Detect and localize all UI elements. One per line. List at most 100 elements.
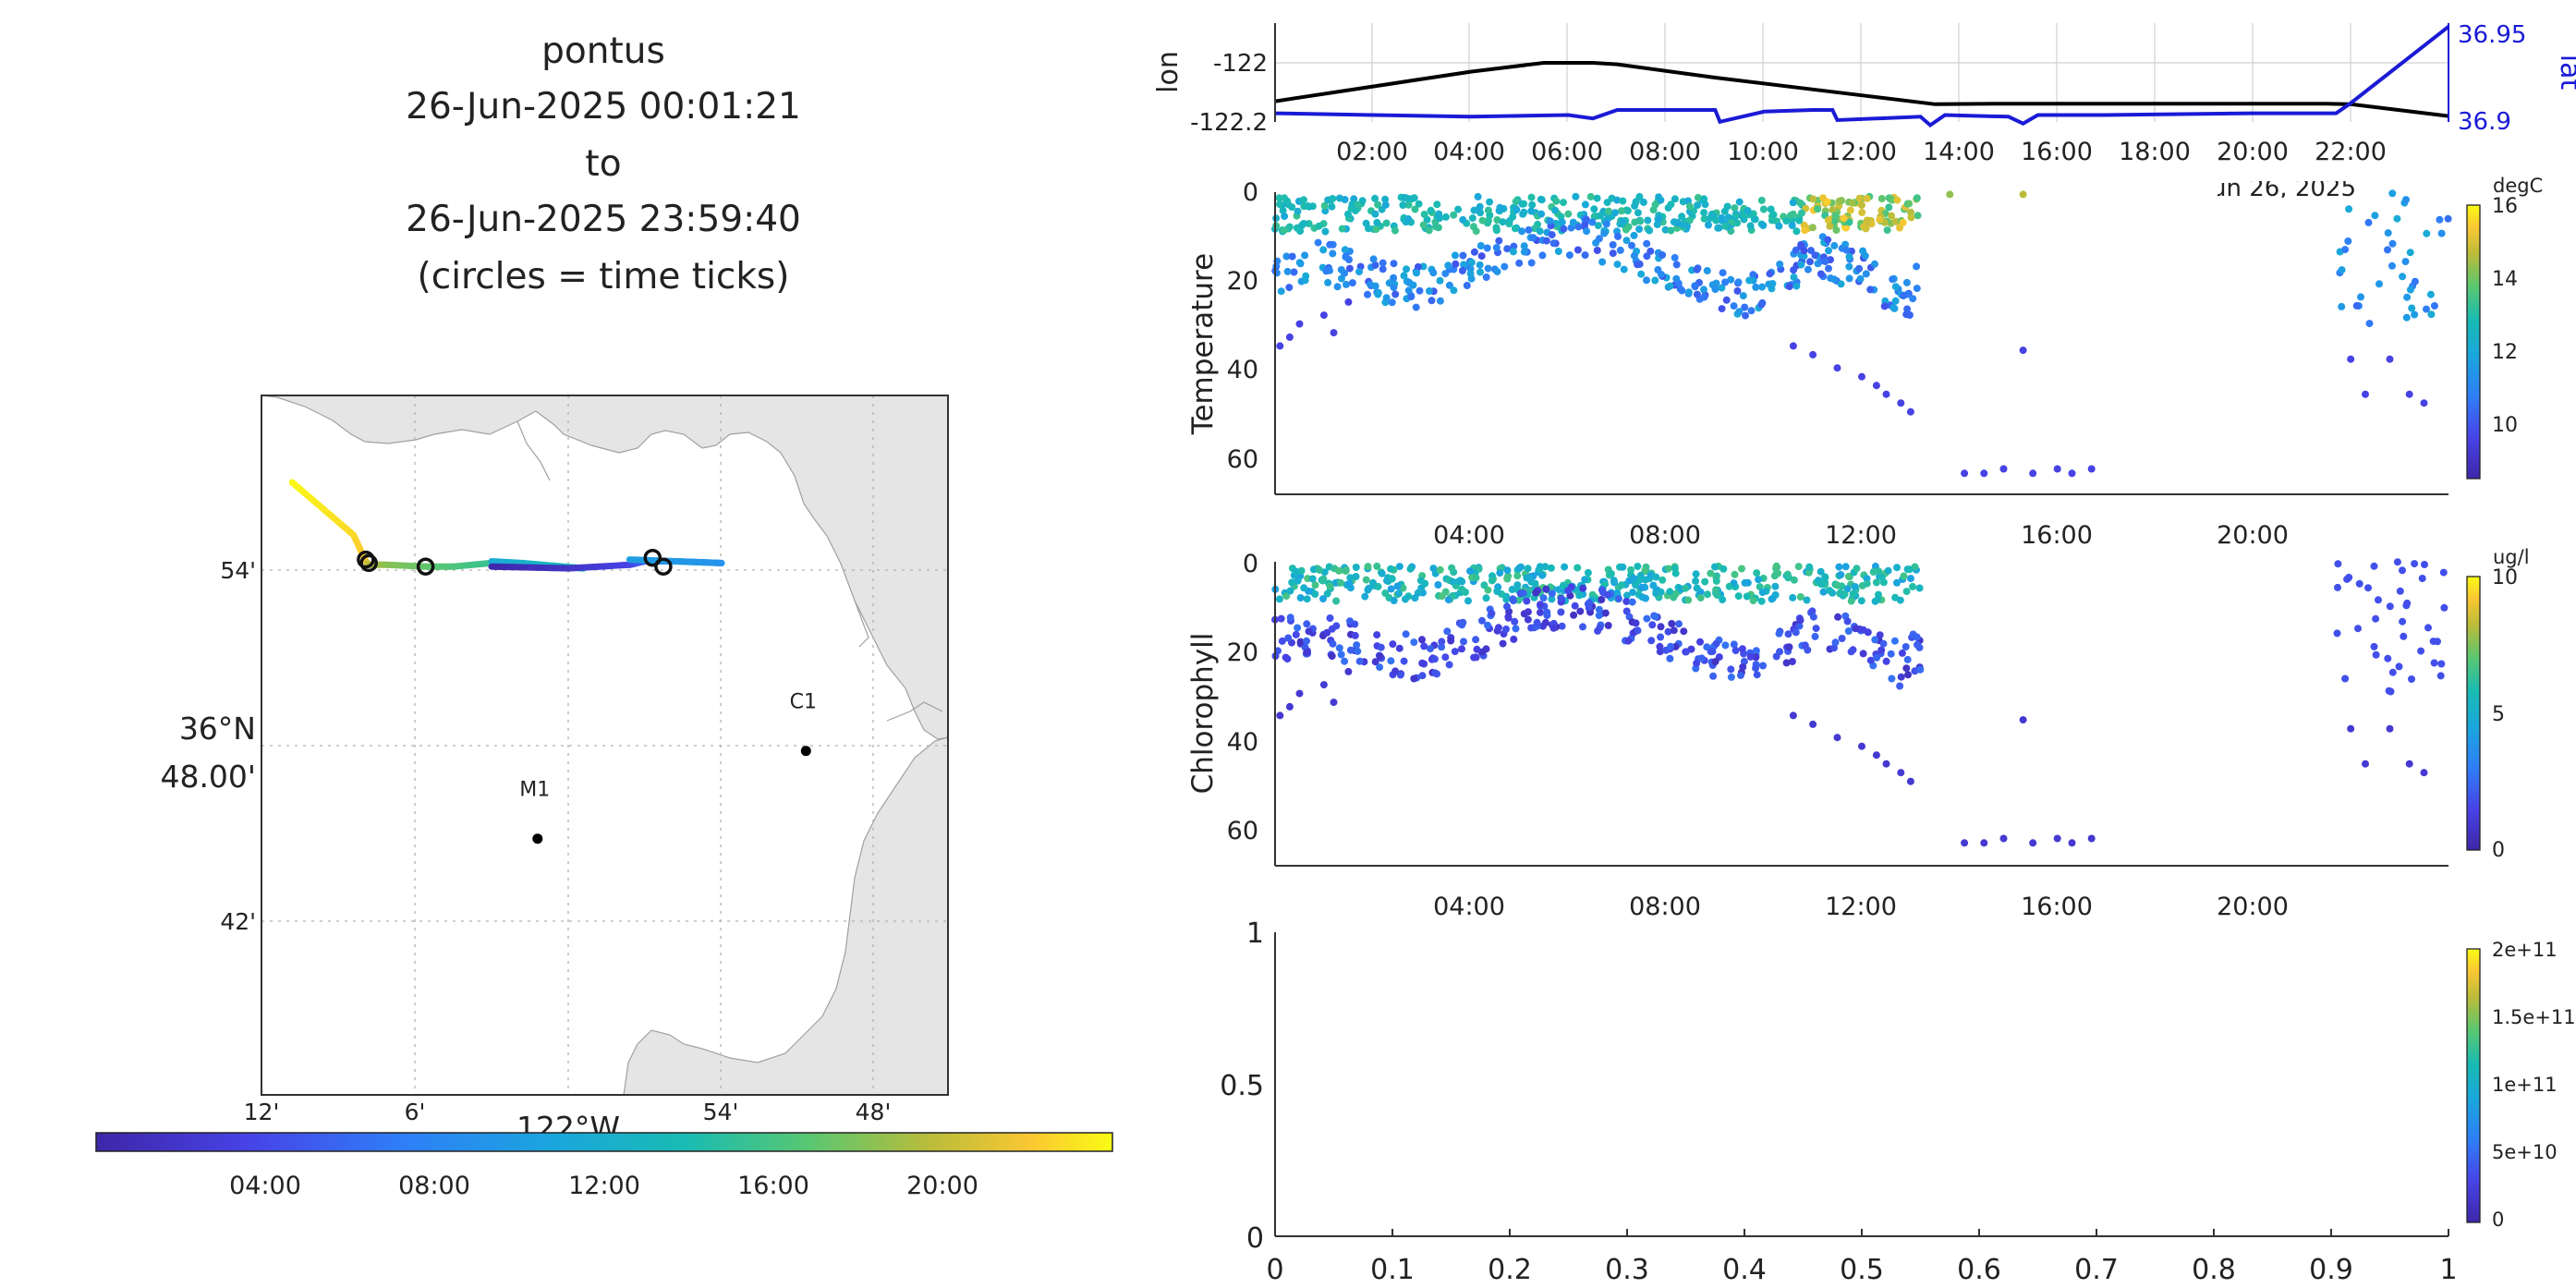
surface-point xyxy=(1575,591,1584,600)
profile-point xyxy=(1576,607,1585,615)
surface-point xyxy=(1281,213,1289,221)
map-cbar-tick-20: 20:00 xyxy=(906,1172,978,1200)
surface-point xyxy=(1275,194,1283,202)
surface-point xyxy=(1758,589,1767,597)
deep-point xyxy=(1897,399,1905,407)
profile-point xyxy=(1329,249,1337,258)
profile-point xyxy=(1841,240,1850,249)
surface-point xyxy=(1744,207,1752,214)
profile-point xyxy=(1458,267,1466,274)
surface-point xyxy=(1482,594,1490,602)
late-point xyxy=(2430,302,2438,310)
late-point xyxy=(2401,258,2410,266)
profile-point xyxy=(1388,298,1396,307)
surface-point xyxy=(1493,588,1501,595)
surface-point xyxy=(1712,577,1720,585)
profile-point xyxy=(1747,307,1756,315)
surface-point xyxy=(1683,222,1691,230)
surface-point xyxy=(1734,592,1743,601)
profile-point xyxy=(1721,278,1730,286)
surface-point xyxy=(1844,572,1853,580)
surface-point xyxy=(1474,192,1482,200)
profile-point xyxy=(1286,614,1294,622)
surface-point xyxy=(1399,201,1407,209)
profile-point xyxy=(1664,627,1672,636)
surface-point xyxy=(1395,589,1403,598)
late-point xyxy=(2440,603,2448,612)
surface-point xyxy=(1893,564,1901,572)
surface-point xyxy=(1371,194,1379,202)
profile-point xyxy=(1379,259,1387,267)
surface-point xyxy=(1707,569,1715,577)
surface-point xyxy=(1323,589,1331,598)
surface-point xyxy=(1520,200,1528,208)
profile-point xyxy=(1477,252,1486,261)
surface-point xyxy=(1378,569,1386,577)
profile-point xyxy=(1447,637,1455,645)
surface-point xyxy=(1288,578,1296,587)
surface-point xyxy=(1326,582,1334,590)
nav-ylabel-lon: lon xyxy=(1152,51,1185,93)
profile-point xyxy=(1583,215,1590,224)
map-title: pontus 26-Jun-2025 00:01:21 to 26-Jun-20… xyxy=(406,30,801,298)
surface-point xyxy=(1794,563,1803,571)
surface-point xyxy=(1744,578,1752,587)
surface-point xyxy=(2019,190,2027,199)
surface-point xyxy=(1622,225,1630,234)
map-x-tick-48: 48' xyxy=(856,1099,892,1125)
surface-point xyxy=(1362,576,1370,584)
profile-point xyxy=(1666,654,1674,662)
surface-point xyxy=(1775,222,1783,230)
profile-point xyxy=(1678,286,1686,295)
profile-point xyxy=(1898,649,1906,657)
profile-point xyxy=(1585,603,1593,612)
profile-point xyxy=(1902,643,1910,650)
temp-y-tick-20: 20 xyxy=(1227,267,1258,296)
surface-point xyxy=(1512,198,1520,206)
profile-point xyxy=(1329,639,1337,648)
late-point xyxy=(2357,293,2364,301)
surface-point xyxy=(1667,226,1675,235)
surface-point xyxy=(1700,195,1708,203)
profile-point xyxy=(1467,259,1476,267)
profile-point xyxy=(1355,268,1363,276)
surface-point xyxy=(1415,200,1423,208)
profile-point xyxy=(1622,237,1631,245)
deep-point xyxy=(1980,839,1988,847)
surface-point xyxy=(1666,588,1674,596)
surface-point xyxy=(1574,564,1582,572)
profile-point xyxy=(1418,636,1426,644)
profile-point xyxy=(1574,223,1583,231)
profile-point xyxy=(1450,286,1458,295)
river-1 xyxy=(516,420,551,481)
profile-point xyxy=(1882,657,1890,665)
profile-point xyxy=(1527,259,1536,267)
surface-point xyxy=(1459,215,1467,224)
profile-point xyxy=(1537,601,1544,609)
station-marker xyxy=(532,833,543,844)
profile-point xyxy=(1741,303,1749,311)
surface-point xyxy=(1572,192,1580,200)
temp-y-tick-40: 40 xyxy=(1227,356,1258,384)
profile-point xyxy=(1628,241,1635,249)
surface-point xyxy=(1719,565,1728,573)
nav-series xyxy=(1274,25,2450,128)
surface-point xyxy=(1644,216,1652,225)
surface-point xyxy=(1860,223,1868,231)
profile-point xyxy=(1484,621,1491,629)
late-point xyxy=(2403,293,2412,301)
profile-point xyxy=(1877,646,1886,654)
profile-point xyxy=(1842,246,1851,254)
profile-point xyxy=(1579,623,1586,631)
profile-point xyxy=(1845,262,1853,271)
surface-point xyxy=(1631,201,1639,210)
map-frame xyxy=(261,395,949,1096)
surface-point xyxy=(1486,198,1494,206)
surface-point xyxy=(1700,209,1708,217)
surface-point xyxy=(1657,588,1665,596)
profile-point xyxy=(1788,658,1796,665)
surface-point xyxy=(1607,570,1615,577)
surface-point xyxy=(1328,202,1336,211)
nav-ylabel-lat: lat xyxy=(2554,55,2576,91)
profile-point xyxy=(1817,270,1825,278)
